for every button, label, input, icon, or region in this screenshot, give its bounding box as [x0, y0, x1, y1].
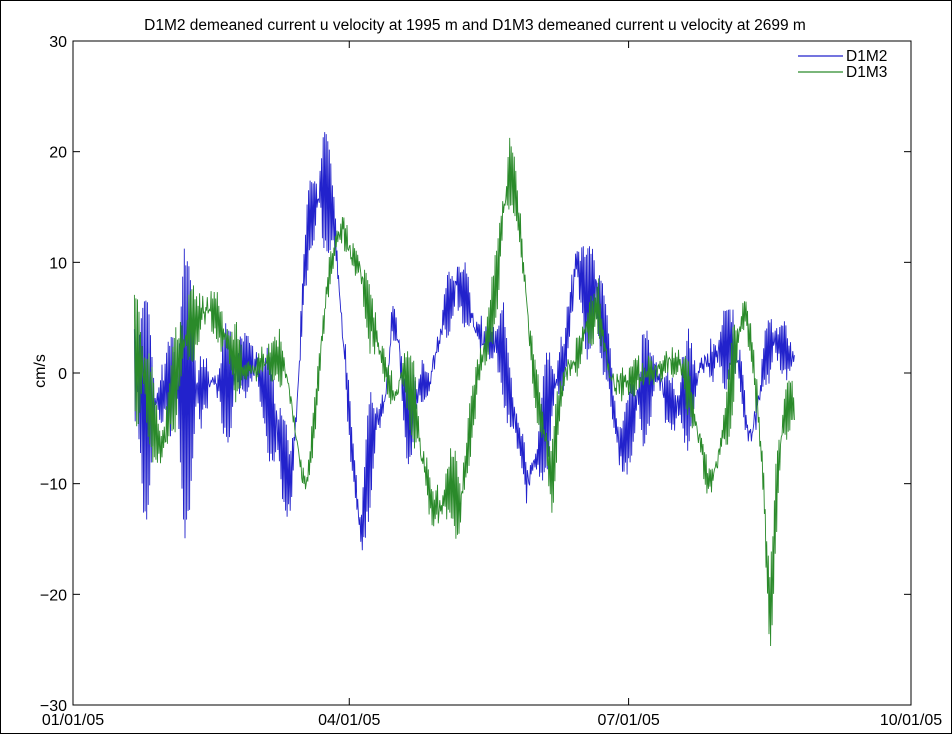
- y-tick-label: −30: [40, 698, 67, 715]
- y-tick-label: −10: [40, 477, 67, 494]
- y-tick-label: −20: [40, 587, 67, 604]
- y-tick-label: 0: [58, 366, 67, 383]
- y-axis-label: cm/s: [32, 354, 49, 388]
- legend-label-d1m2: D1M2: [846, 48, 887, 65]
- y-tick-label: 30: [49, 34, 67, 51]
- x-tick-label: 04/01/05: [318, 712, 380, 729]
- y-tick-label: 20: [49, 145, 67, 162]
- legend-label-d1m3: D1M3: [846, 64, 887, 81]
- x-tick-label: 10/01/05: [880, 712, 942, 729]
- series-line-d1m3: [133, 137, 795, 647]
- series-group: [133, 132, 795, 647]
- y-tick-label: 10: [49, 255, 67, 272]
- chart-title: D1M2 demeaned current u velocity at 1995…: [144, 17, 806, 34]
- x-ticks: 01/01/05 04/01/05 07/01/05 10/01/05: [42, 41, 942, 729]
- y-ticks: −30 −20 −10 0 10 20 30: [40, 34, 911, 715]
- x-tick-label: 07/01/05: [597, 712, 659, 729]
- x-tick-label: 01/01/05: [42, 712, 104, 729]
